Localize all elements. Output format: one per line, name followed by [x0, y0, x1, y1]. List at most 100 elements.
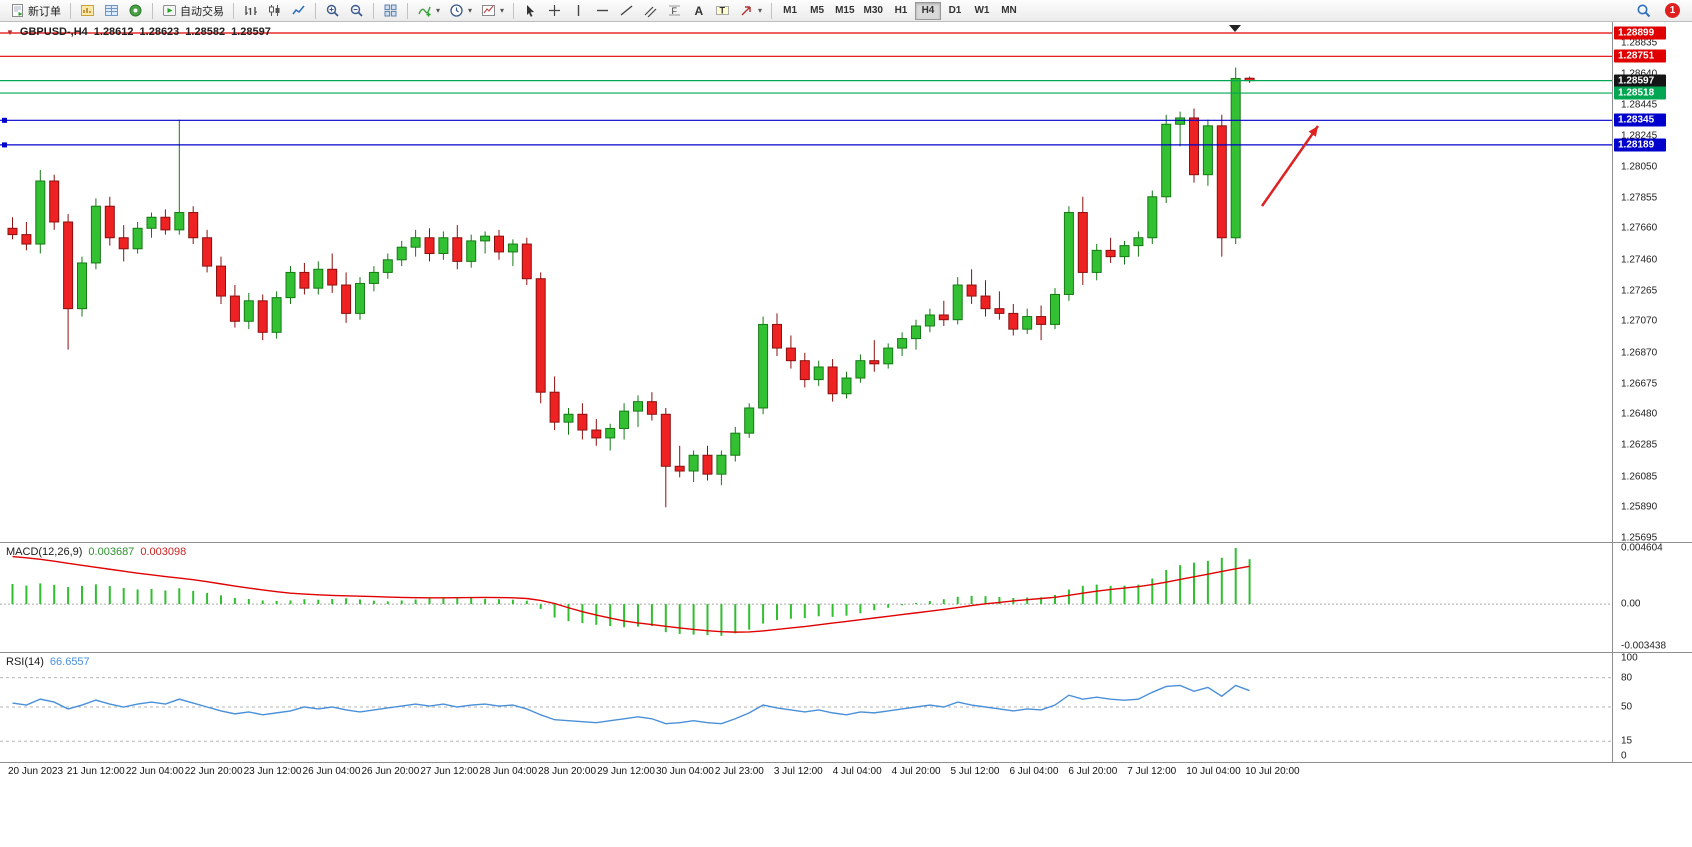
market-watch-button[interactable] [76, 1, 99, 20]
time-axis-label: 7 Jul 12:00 [1127, 766, 1177, 777]
search-icon [1637, 4, 1651, 18]
time-axis-label: 4 Jul 04:00 [832, 766, 882, 777]
text-label-button[interactable]: T [711, 1, 734, 20]
new-order-icon [12, 4, 23, 17]
toolbar-separator [407, 2, 408, 19]
time-axis-label: 28 Jun 04:00 [479, 766, 538, 777]
time-axis[interactable]: 20 Jun 2023 21 Jun 12:00 22 Jun 04:00 22 Ju… [0, 762, 1612, 782]
toolbar-separator [315, 2, 316, 19]
line-chart-button[interactable] [287, 1, 310, 20]
horizontal-line-icon [597, 9, 609, 12]
vertical-line-icon [577, 5, 580, 16]
cursor-button[interactable] [519, 1, 542, 20]
panel-divider[interactable] [0, 542, 1692, 543]
timeframe-m1-button[interactable]: M1 [777, 2, 803, 20]
price-tick: 1.27265 [1621, 285, 1658, 297]
cursor-icon [527, 5, 535, 17]
autotrading-button[interactable]: 自动交易 [158, 1, 228, 20]
price-tick: 1.26675 [1621, 378, 1658, 390]
main-price-chart[interactable] [0, 22, 1612, 542]
bar-chart-button[interactable] [239, 1, 262, 20]
timeframe-m15-button[interactable]: M15 [831, 2, 858, 20]
terminal-button[interactable] [124, 1, 147, 20]
zoom-in-icon [326, 4, 339, 17]
hline-handle[interactable] [2, 117, 7, 123]
crosshair-button[interactable] [543, 1, 566, 20]
toolbar-separator [373, 2, 374, 19]
chevron-down-icon: ▾ [500, 6, 505, 15]
hline-handle[interactable] [2, 142, 7, 148]
price-tick: 1.28835 [1621, 37, 1658, 49]
toolbar-separator [233, 2, 234, 19]
zoom-out-button[interactable] [345, 1, 368, 20]
ohlc-close: 1.28597 [231, 26, 271, 38]
price-tick: 1.26085 [1621, 471, 1658, 483]
macd-panel[interactable] [0, 542, 1612, 652]
zoom-in-button[interactable] [321, 1, 344, 20]
timeframe-h4-button[interactable]: H4 [914, 1, 941, 20]
rsi-panel[interactable] [0, 652, 1612, 762]
price-badge-black: 1.28597 [1614, 74, 1666, 88]
time-axis-label: 22 Jun 20:00 [184, 766, 243, 777]
ohlc-low: 1.28582 [185, 26, 226, 38]
timeframe-w1-button[interactable]: W1 [969, 2, 995, 20]
new-order-label: 新订单 [28, 5, 61, 18]
candlesticks-layer[interactable] [7, 67, 1255, 508]
time-axis-label: 26 Jun 20:00 [361, 766, 420, 777]
rsi-axis-0: 0 [1621, 750, 1627, 762]
data-window-button[interactable] [100, 1, 123, 20]
channel-button[interactable] [639, 1, 662, 20]
periods-button[interactable]: ▾ [445, 1, 476, 20]
time-axis-label: 30 Jun 04:00 [656, 766, 714, 777]
ohlc-high: 1.28623 [139, 26, 180, 38]
crosshair-icon [549, 5, 561, 16]
timeframe-mn-button[interactable]: MN [996, 2, 1022, 20]
time-axis-label: 6 Jul 04:00 [1009, 766, 1059, 777]
panel-divider[interactable] [0, 652, 1692, 653]
macd-indicator-label: MACD(12,26,9) 0.003687 0.003098 [6, 546, 186, 558]
price-tick: 1.27855 [1621, 192, 1658, 204]
channel-icon [644, 6, 657, 18]
candlestick-chart-button[interactable] [263, 1, 286, 20]
price-tick: 1.26480 [1621, 408, 1658, 420]
templates-button[interactable]: ▾ [477, 1, 508, 20]
horizontal-line-button[interactable] [591, 1, 614, 20]
macd-axis-zero: 0.00 [1621, 598, 1641, 610]
trendline-button[interactable] [615, 1, 638, 20]
candlestick-chart-icon [269, 5, 280, 16]
notification-badge[interactable]: 1 [1665, 3, 1680, 18]
price-badge-red: 1.28899 [1614, 26, 1666, 40]
zoom-out-icon [350, 4, 363, 17]
one-click-trading-arrow-icon[interactable]: ▼ [6, 27, 14, 37]
timeframe-m5-button[interactable]: M5 [804, 2, 830, 20]
timeframe-h1-button[interactable]: H1 [888, 2, 914, 20]
text-icon: A [695, 4, 704, 18]
text-label-icon: T [716, 6, 730, 16]
price-tick: 1.25695 [1621, 532, 1658, 544]
toolbar-separator [70, 2, 71, 19]
main-toolbar: 新订单 自动交易 ▾ ▾ ▾ [0, 0, 1692, 22]
search-button[interactable] [1632, 1, 1655, 20]
autotrading-label: 自动交易 [180, 5, 224, 18]
trend-arrow-head[interactable] [1308, 126, 1318, 137]
timeframe-d1-button[interactable]: D1 [942, 2, 968, 20]
price-axis[interactable]: 1.28835 1.28640 1.28445 1.28245 1.28050 1.278… [1613, 0, 1692, 847]
text-button[interactable]: A [687, 1, 710, 20]
arrows-button[interactable]: ▾ [735, 1, 766, 20]
tile-windows-button[interactable] [379, 1, 402, 20]
chevron-down-icon: ▾ [468, 6, 473, 15]
price-tick: 1.25890 [1621, 501, 1658, 513]
new-order-button[interactable]: 新订单 [6, 1, 65, 20]
price-tick: 1.28640 [1621, 68, 1657, 79]
trend-arrow-annotation[interactable] [1260, 125, 1320, 207]
rsi-axis-100: 100 [1621, 652, 1638, 664]
fibonacci-button[interactable]: F [663, 1, 686, 20]
indicators-button[interactable]: ▾ [413, 1, 444, 20]
macd-name: MACD(12,26,9) [6, 546, 83, 558]
vertical-line-button[interactable] [567, 1, 590, 20]
time-axis-label: 22 Jun 04:00 [125, 766, 184, 777]
line-chart-icon [292, 5, 305, 15]
time-axis-label: 23 Jun 12:00 [243, 766, 302, 777]
timeframe-m30-button[interactable]: M30 [860, 2, 887, 20]
time-axis-label: 21 Jun 12:00 [66, 766, 125, 777]
